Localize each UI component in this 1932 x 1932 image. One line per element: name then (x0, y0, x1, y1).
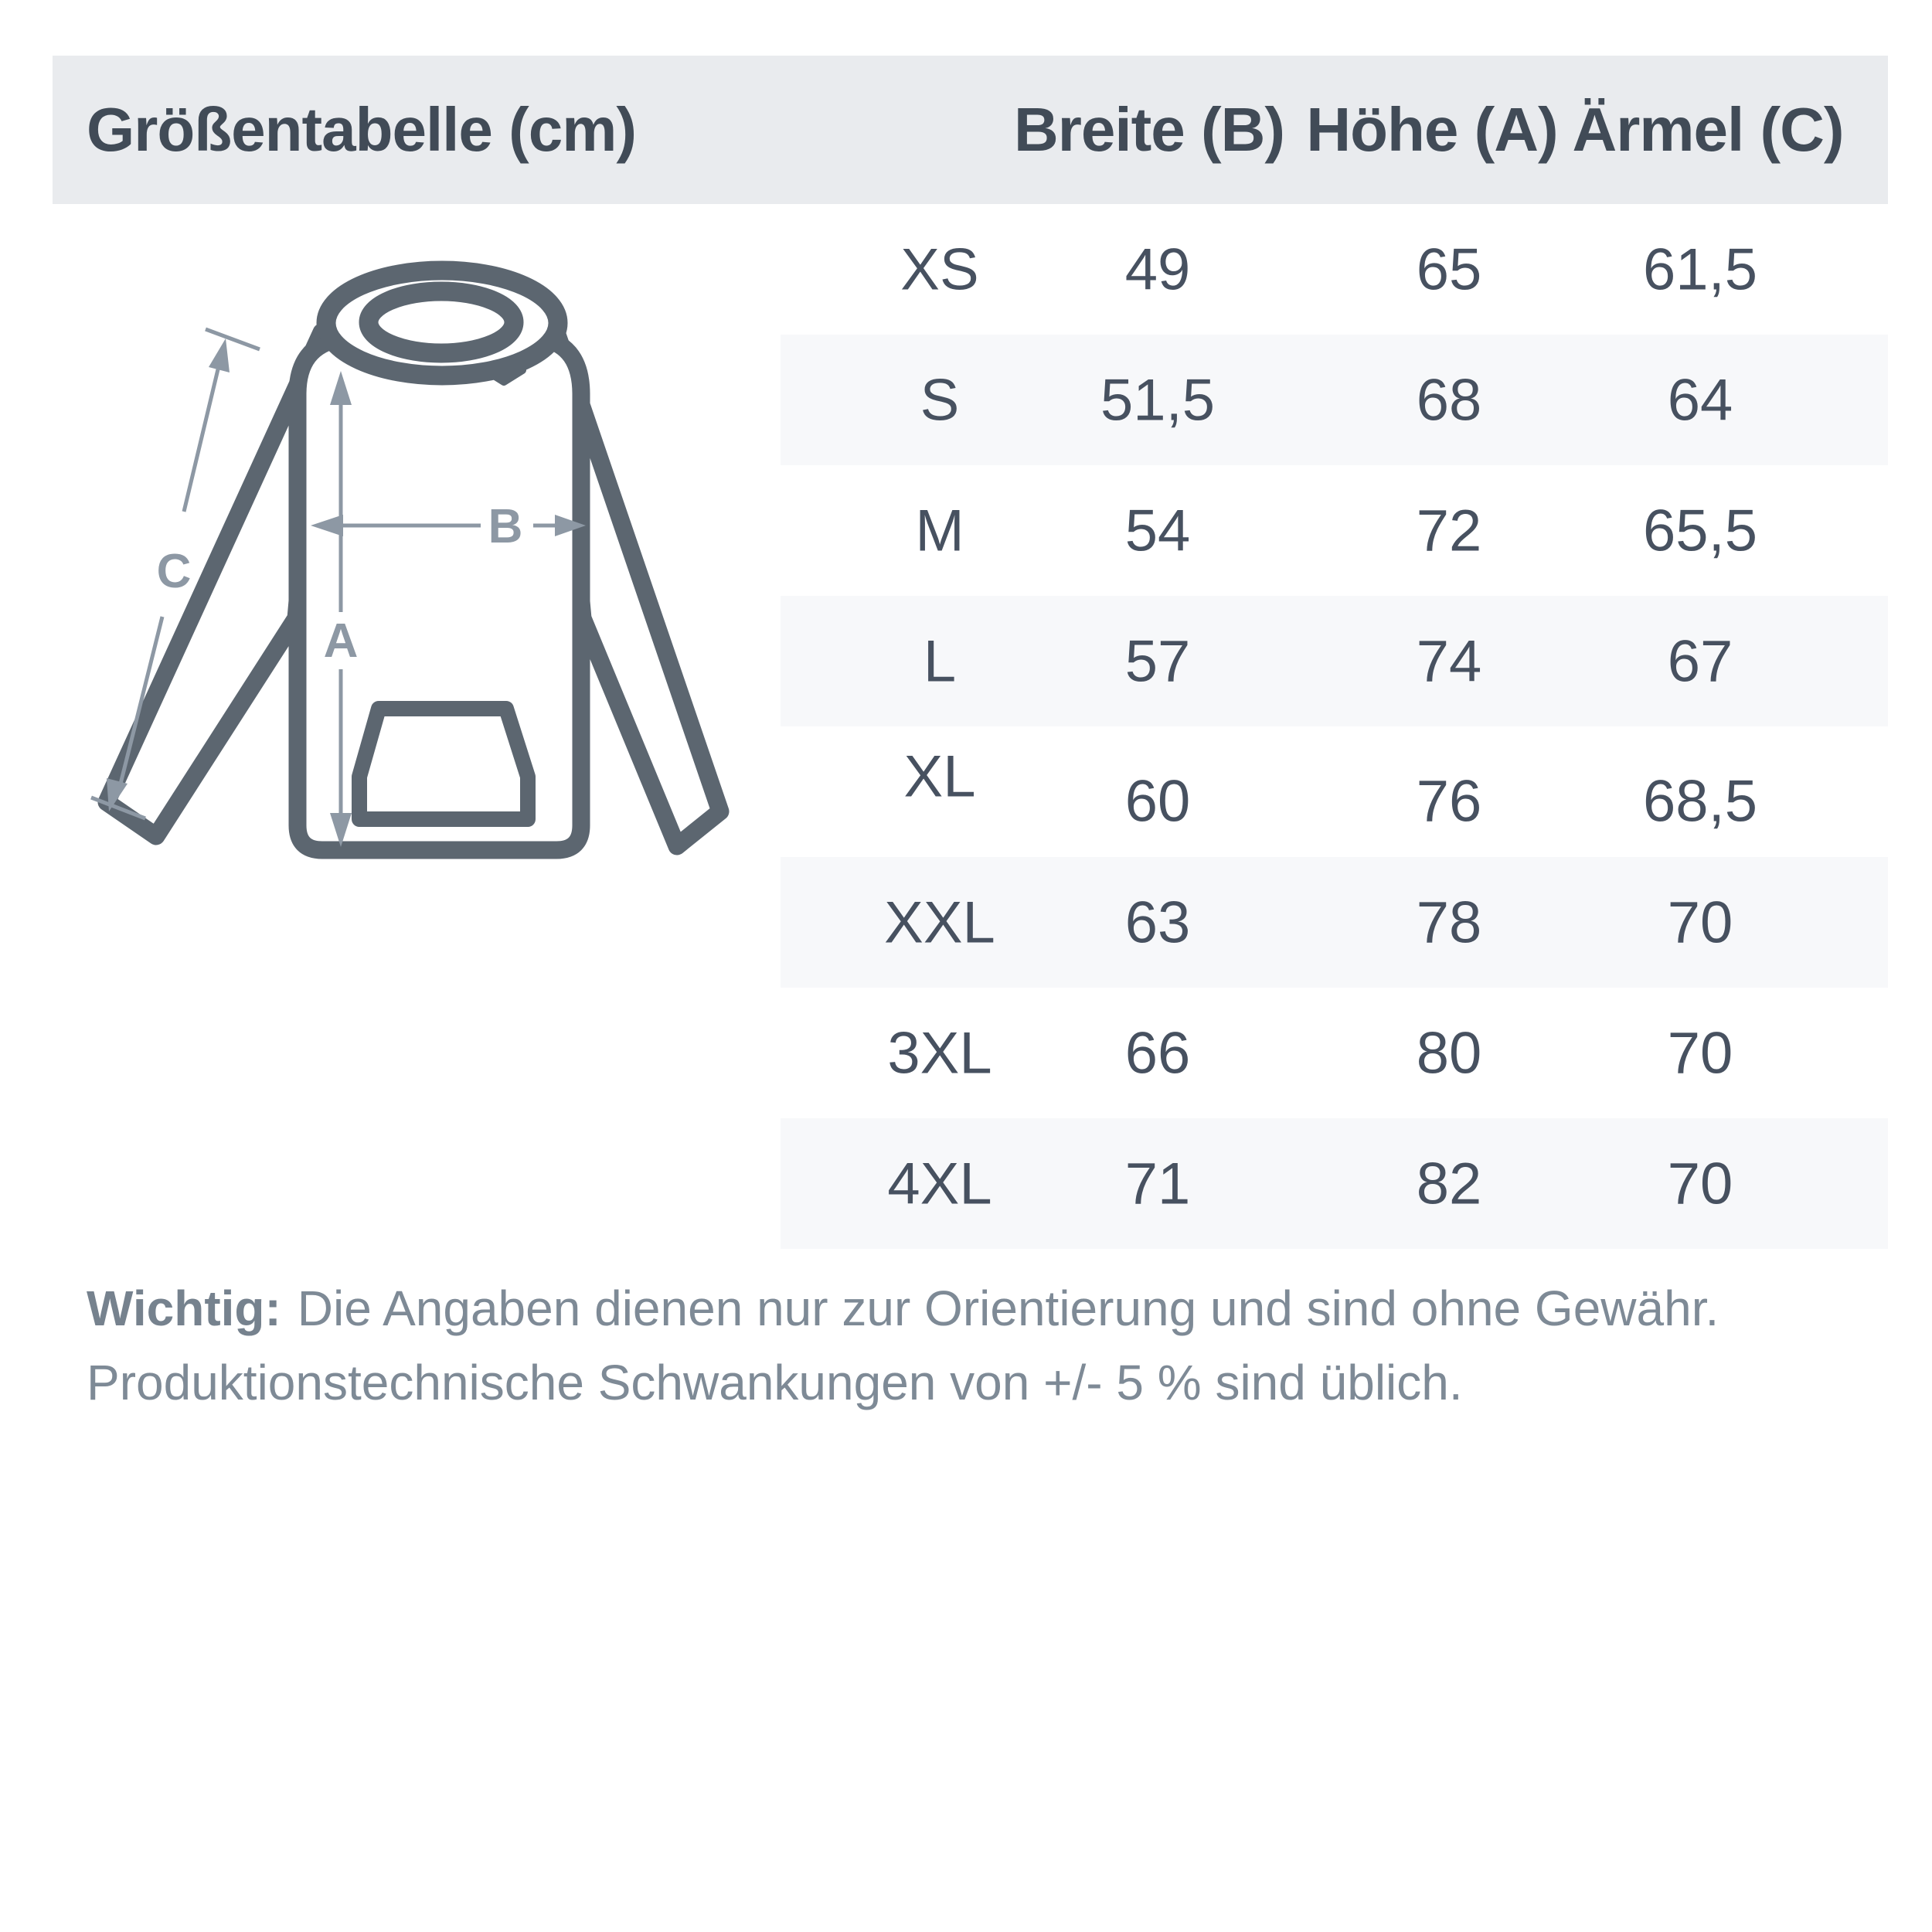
size-label: 4XL (887, 1151, 992, 1216)
table-row-4xl: 4XL 71 82 70 (781, 1118, 1888, 1249)
size-label: L (923, 628, 957, 694)
breite-value: 57 (1124, 628, 1191, 694)
disclaimer-line-1-text: Die Angaben dienen nur zur Orientierung … (297, 1281, 1719, 1336)
measurement-arrows (90, 327, 586, 847)
aermel-value: 68,5 (1643, 768, 1757, 834)
table-row-xl: XL 60 76 68,5 (781, 726, 1888, 857)
aermel-value: 64 (1667, 367, 1733, 433)
size-label: S (920, 367, 960, 433)
hoehe-value: 80 (1416, 1020, 1482, 1086)
aermel-value: 67 (1667, 628, 1733, 694)
size-label: XS (900, 236, 979, 302)
hoodie-outline-icon (97, 260, 730, 859)
size-label: 3XL (887, 1020, 992, 1086)
table-row-s: S 51,5 68 64 (781, 335, 1888, 465)
measurement-labels: A B C (157, 500, 523, 668)
size-label: M (915, 498, 964, 563)
hoodie-measurement-diagram: A B C (90, 260, 730, 859)
breite-value: 60 (1124, 768, 1191, 834)
hoehe-value: 76 (1416, 768, 1482, 834)
breite-value: 71 (1124, 1151, 1191, 1216)
disclaimer-line-2: Produktionstechnische Schwankungen von +… (87, 1355, 1463, 1410)
breite-value: 66 (1124, 1020, 1191, 1086)
table-row-l: L 57 74 67 (781, 596, 1888, 726)
header-bar: Größentabelle (cm) Breite (B) Höhe (A) Ä… (53, 56, 1888, 204)
aermel-value: 61,5 (1643, 236, 1757, 302)
aermel-value: 65,5 (1643, 498, 1757, 563)
hoehe-value: 74 (1416, 628, 1482, 694)
column-header-hoehe: Höhe (A) (1306, 95, 1558, 164)
disclaimer-note: Wichtig: Die Angaben dienen nur zur Orie… (87, 1271, 1887, 1420)
aermel-value: 70 (1667, 1020, 1733, 1086)
label-c: C (157, 545, 192, 598)
breite-value: 54 (1124, 498, 1191, 563)
table-row-m: M 54 72 65,5 (781, 465, 1888, 596)
hoehe-value: 68 (1416, 367, 1482, 433)
table-row-3xl: 3XL 66 80 70 (781, 988, 1888, 1118)
column-header-breite: Breite (B) (1013, 95, 1285, 164)
breite-value: 51,5 (1100, 367, 1215, 433)
size-label: XXL (884, 889, 995, 955)
disclaimer-line-1: Wichtig: Die Angaben dienen nur zur Orie… (87, 1271, 1887, 1345)
label-b: B (488, 500, 523, 553)
breite-value: 49 (1124, 236, 1191, 302)
size-label: XL (903, 743, 976, 809)
table-row-xs: XS 49 65 61,5 (781, 204, 1888, 335)
page-title: Größentabelle (cm) (87, 95, 637, 164)
hoehe-value: 82 (1416, 1151, 1482, 1216)
label-a: A (324, 614, 359, 668)
hoehe-value: 72 (1416, 498, 1482, 563)
aermel-value: 70 (1667, 1151, 1733, 1216)
aermel-value: 70 (1667, 889, 1733, 955)
breite-value: 63 (1124, 889, 1191, 955)
hoehe-value: 65 (1416, 236, 1482, 302)
hoehe-value: 78 (1416, 889, 1482, 955)
table-row-xxl: XXL 63 78 70 (781, 857, 1888, 988)
column-header-aermel: Ärmel (C) (1572, 95, 1844, 164)
disclaimer-bold-word: Wichtig: (87, 1281, 281, 1336)
